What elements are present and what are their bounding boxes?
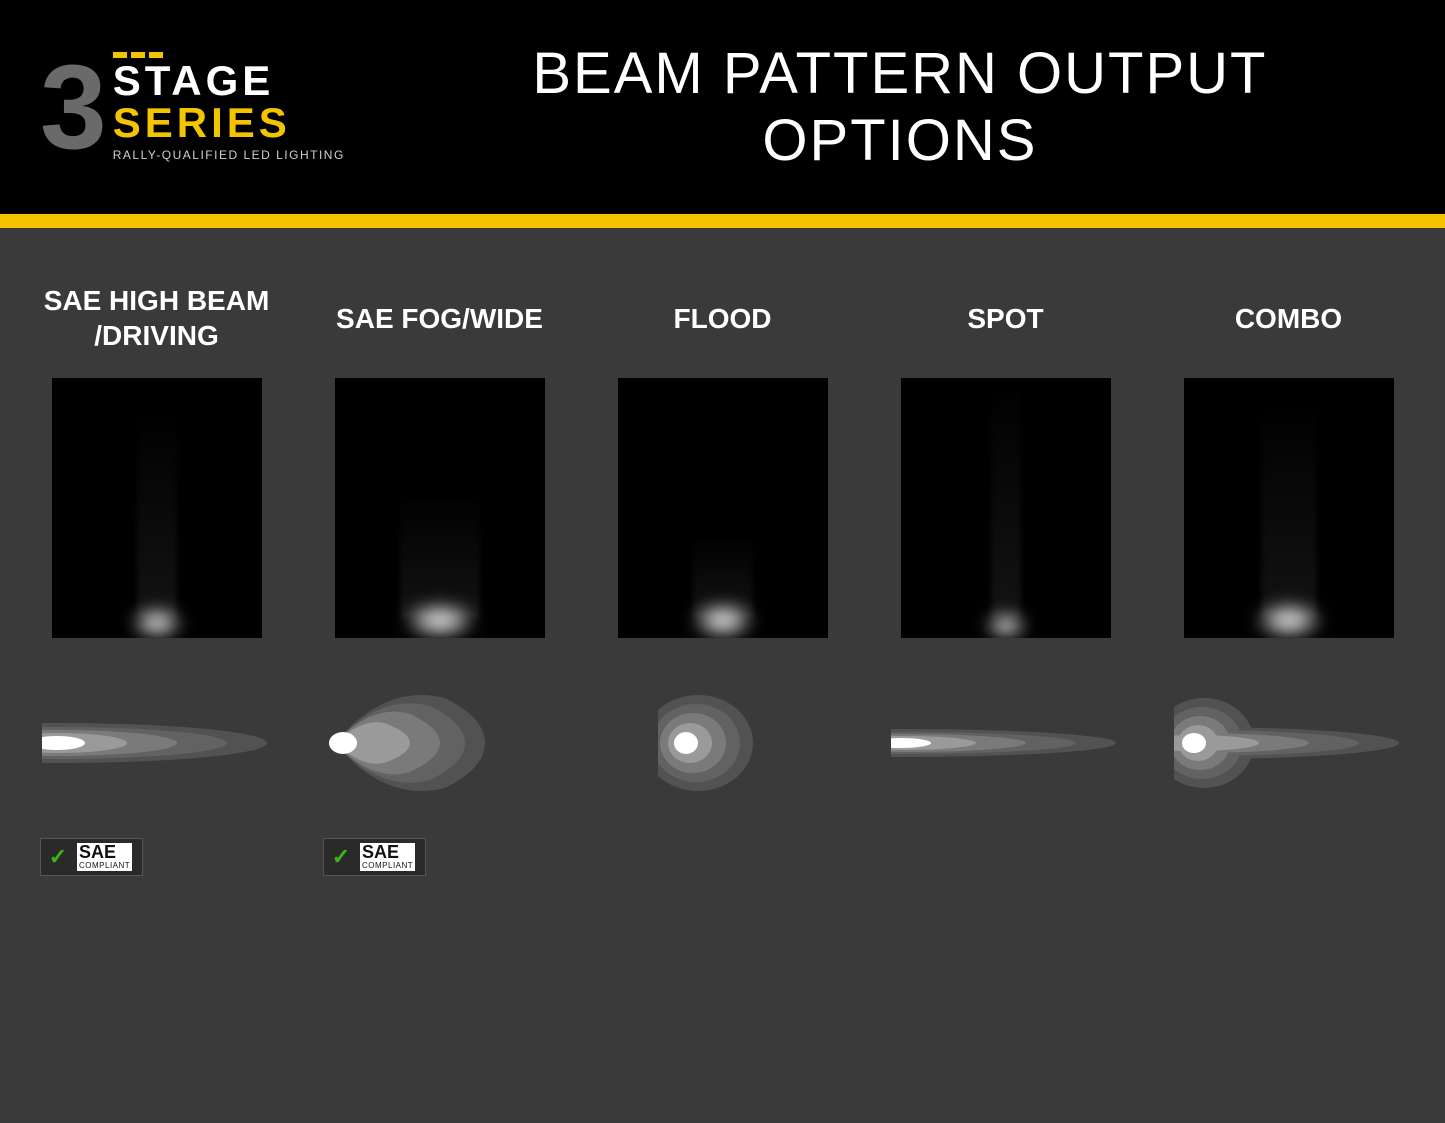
badge-label: SAE: [77, 843, 132, 861]
beam-diagram: [42, 678, 272, 808]
sae-compliant-badge: ✓ SAECOMPLIANT: [323, 838, 426, 876]
pattern-column: COMBO: [1162, 278, 1415, 1073]
badge-sublabel: COMPLIANT: [77, 861, 132, 871]
logo-text-block: STAGE SERIES RALLY-QUALIFIED LED LIGHTIN…: [113, 52, 345, 162]
pattern-title: FLOOD: [674, 278, 772, 358]
check-icon: ✓: [328, 844, 354, 870]
pattern-title: SPOT: [967, 278, 1043, 358]
beam-photo: [335, 378, 545, 638]
logo-number: 3: [40, 56, 101, 158]
pattern-column: SAE FOG/WIDE ✓ SAECOMPLIANT: [313, 278, 566, 1073]
beam-diagram: [608, 678, 838, 808]
beam-photo: [618, 378, 828, 638]
header: 3 STAGE SERIES RALLY-QUALIFIED LED LIGHT…: [0, 0, 1445, 214]
pattern-title: SAE HIGH BEAM /DRIVING: [30, 278, 283, 358]
logo-line2: SERIES: [113, 102, 345, 144]
beam-diagram: [325, 678, 555, 808]
pattern-column: SPOT: [879, 278, 1132, 1073]
beam-diagram: [1174, 678, 1404, 808]
content-area: SAE HIGH BEAM /DRIVING ✓SAECOMPLIANTSAE …: [0, 228, 1445, 1123]
pattern-columns: SAE HIGH BEAM /DRIVING ✓SAECOMPLIANTSAE …: [30, 278, 1415, 1073]
pattern-column: SAE HIGH BEAM /DRIVING ✓ SAECOMPLIANT: [30, 278, 283, 1073]
sae-compliant-badge: ✓ SAECOMPLIANT: [40, 838, 143, 876]
badge-sublabel: COMPLIANT: [360, 861, 415, 871]
logo-tagline: RALLY-QUALIFIED LED LIGHTING: [113, 148, 345, 162]
logo-line1: STAGE: [113, 60, 345, 102]
beam-photo: [1184, 378, 1394, 638]
beam-diagram: [891, 678, 1121, 808]
badge-label: SAE: [360, 843, 415, 861]
page-root: 3 STAGE SERIES RALLY-QUALIFIED LED LIGHT…: [0, 0, 1445, 1123]
brand-logo: 3 STAGE SERIES RALLY-QUALIFIED LED LIGHT…: [40, 52, 345, 162]
accent-bar: [0, 214, 1445, 228]
beam-photo: [901, 378, 1111, 638]
check-icon: ✓: [45, 844, 71, 870]
beam-photo: [52, 378, 262, 638]
pattern-column: FLOOD: [596, 278, 849, 1073]
pattern-title: SAE FOG/WIDE: [336, 278, 543, 358]
pattern-title: COMBO: [1235, 278, 1342, 358]
main-title: BEAM PATTERN OUTPUT OPTIONS: [405, 40, 1395, 174]
